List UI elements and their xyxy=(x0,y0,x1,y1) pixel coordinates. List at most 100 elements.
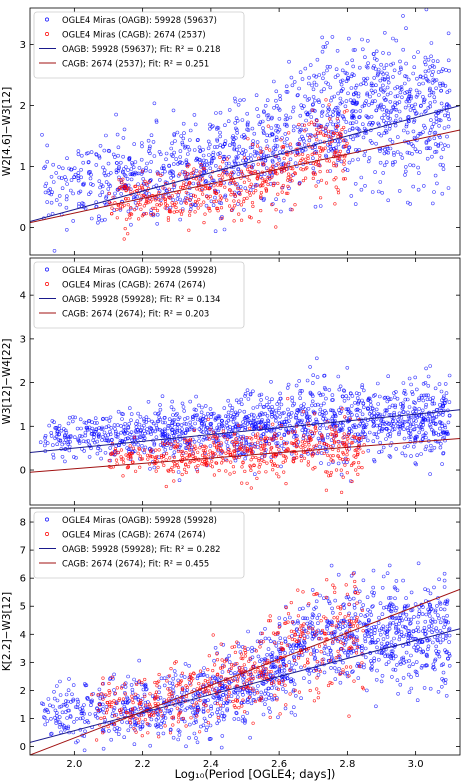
cagb-point xyxy=(240,172,244,176)
oagb-point xyxy=(391,150,396,155)
oagb-point xyxy=(228,143,232,147)
oagb-point xyxy=(300,106,305,110)
oagb-point xyxy=(310,392,314,397)
oagb-point xyxy=(364,114,369,118)
oagb-point xyxy=(353,612,358,617)
oagb-point xyxy=(366,448,371,453)
cagb-point xyxy=(225,173,229,177)
cagb-point xyxy=(238,192,242,196)
oagb-point xyxy=(407,89,412,94)
oagb-point xyxy=(170,399,174,404)
oagb-point xyxy=(179,134,183,138)
oagb-point xyxy=(155,170,160,174)
oagb-point xyxy=(376,657,381,662)
oagb-point xyxy=(284,427,288,431)
oagb-point xyxy=(299,696,303,701)
oagb-point xyxy=(441,147,445,151)
oagb-point xyxy=(428,101,433,105)
oagb-point xyxy=(350,58,355,63)
oagb-point xyxy=(322,87,326,91)
oagb-point xyxy=(388,116,392,121)
oagb-point xyxy=(403,91,407,95)
oagb-point xyxy=(204,203,209,208)
oagb-point xyxy=(132,677,136,682)
cagb-point xyxy=(189,439,193,443)
oagb-point xyxy=(176,193,181,197)
cagb-point xyxy=(334,431,338,435)
cagb-point xyxy=(309,436,313,440)
oagb-point xyxy=(378,412,382,417)
oagb-point xyxy=(233,671,237,675)
oagb-point xyxy=(310,621,314,626)
oagb-point xyxy=(159,676,164,681)
oagb-point xyxy=(447,651,452,656)
oagb-point xyxy=(269,455,274,460)
oagb-point xyxy=(122,186,126,191)
oagb-point xyxy=(371,91,375,95)
cagb-point xyxy=(263,437,267,441)
cagb-point xyxy=(131,460,135,464)
cagb-point xyxy=(173,440,177,444)
oagb-point xyxy=(175,426,180,431)
oagb-point xyxy=(116,153,120,158)
oagb-point xyxy=(220,423,225,428)
oagb-point xyxy=(372,76,377,80)
oagb-point xyxy=(176,737,180,742)
cagb-point xyxy=(150,198,154,202)
oagb-point xyxy=(432,415,437,420)
oagb-point xyxy=(252,131,257,136)
oagb-point xyxy=(429,41,434,45)
oagb-point xyxy=(380,612,385,617)
oagb-point xyxy=(254,425,258,430)
cagb-point xyxy=(328,454,333,458)
oagb-point xyxy=(414,409,419,414)
oagb-point xyxy=(324,449,329,454)
oagb-point xyxy=(209,161,214,165)
oagb-point xyxy=(325,113,330,117)
oagb-point xyxy=(363,639,368,644)
cagb-point xyxy=(117,187,121,191)
oagb-point xyxy=(427,627,431,632)
legend-entry: OGLE4 Miras (OAGB): 59928 (59637) xyxy=(62,15,217,25)
cagb-point xyxy=(313,172,318,176)
oagb-point xyxy=(326,82,330,86)
oagb-point xyxy=(220,215,224,219)
oagb-point xyxy=(430,617,435,622)
oagb-point xyxy=(148,425,152,430)
oagb-point xyxy=(284,113,288,118)
oagb-point xyxy=(335,73,340,78)
oagb-point xyxy=(308,418,312,422)
cagb-point xyxy=(301,152,305,156)
oagb-point xyxy=(424,140,429,144)
cagb-point xyxy=(185,196,189,201)
oagb-point xyxy=(445,134,449,139)
cagb-point xyxy=(341,452,346,456)
oagb-point xyxy=(428,686,433,691)
oagb-point xyxy=(415,673,420,678)
cagb-point xyxy=(301,179,306,183)
oagb-point xyxy=(89,172,93,177)
oagb-point xyxy=(353,202,358,206)
cagb-point xyxy=(181,183,185,187)
oagb-point xyxy=(423,447,428,452)
oagb-point xyxy=(398,65,403,70)
oagb-point xyxy=(428,86,432,91)
oagb-point xyxy=(349,650,354,655)
cagb-point xyxy=(120,187,125,191)
oagb-point xyxy=(168,681,172,685)
cagb-point xyxy=(228,204,232,208)
oagb-point xyxy=(261,126,265,130)
oagb-point xyxy=(85,695,90,700)
oagb-point xyxy=(94,152,99,157)
oagb-point xyxy=(63,459,67,464)
cagb-point xyxy=(293,171,297,175)
oagb-point xyxy=(209,704,213,709)
oagb-point xyxy=(354,587,359,591)
oagb-point xyxy=(146,399,151,404)
oagb-point xyxy=(322,373,327,378)
oagb-point xyxy=(168,205,173,210)
oagb-point xyxy=(73,435,77,440)
cagb-point xyxy=(221,160,225,164)
oagb-point xyxy=(335,105,340,110)
cagb-point xyxy=(124,453,128,457)
